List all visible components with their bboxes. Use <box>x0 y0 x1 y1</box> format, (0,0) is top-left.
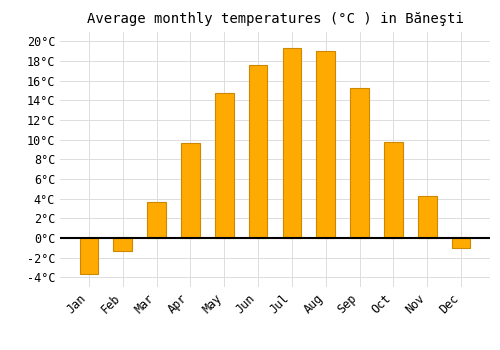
Bar <box>384 141 403 238</box>
Bar <box>114 238 132 251</box>
Bar <box>181 142 200 238</box>
Bar <box>316 51 335 238</box>
Bar <box>350 88 369 238</box>
Bar <box>147 202 166 238</box>
Bar <box>418 196 436 238</box>
Bar <box>249 65 268 238</box>
Title: Average monthly temperatures (°C ) in Băneşti: Average monthly temperatures (°C ) in Bă… <box>86 12 464 26</box>
Bar <box>215 93 234 238</box>
Bar <box>282 48 301 238</box>
Bar <box>80 238 98 274</box>
Bar <box>452 238 470 248</box>
